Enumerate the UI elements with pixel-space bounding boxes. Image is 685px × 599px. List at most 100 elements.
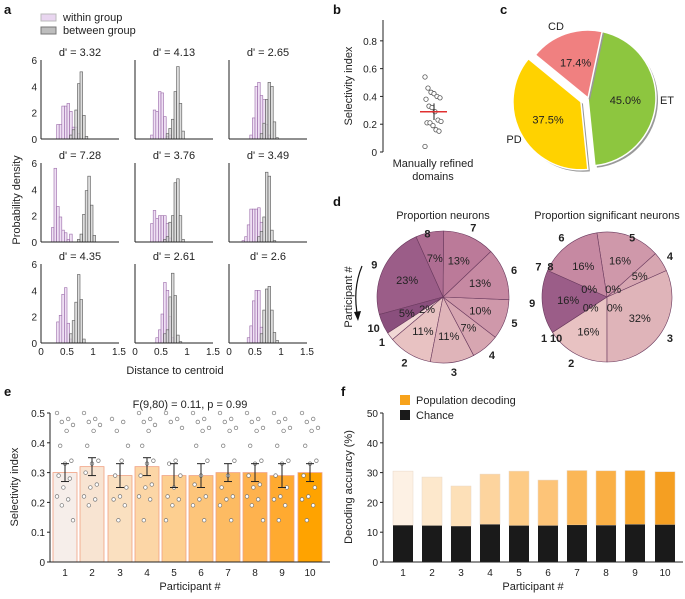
data-point [64,428,69,434]
histogram-bar-between [74,109,78,140]
x-axis-label: Participant # [159,581,221,593]
panel-letter-d: d [333,194,341,209]
data-point [194,443,199,448]
stats-annotation: F(9,80) = 0.11, p = 0.99 [133,399,248,411]
pie-slice-participant-6 [547,232,608,298]
y-tick-label: 0.2 [363,120,377,131]
y-axis-label: Selectivity index [343,46,355,125]
pie-slice-percent: 5% [632,271,648,283]
pie-slice-participant-9 [376,236,444,315]
histogram-bar-within [155,337,159,344]
data-point [286,458,291,463]
x-tick-label: 1 [90,347,96,358]
histogram-bar-between [163,333,167,344]
x-tick-label: 10 [304,568,316,579]
bar-population-decoding [450,485,472,527]
data-point [200,428,205,434]
pie-slice-percent: 0% [605,284,621,296]
x-tick-label: 6 [198,568,204,579]
x-tick-label: 4 [144,568,150,579]
x-tick-label: 9 [279,568,285,579]
data-point [304,419,309,425]
data-point [304,518,309,523]
data-point [119,458,124,463]
pie-slice-percent: 23% [396,275,418,287]
bar-population-decoding [654,471,676,525]
data-point [205,458,210,463]
histogram-bar-within [69,233,73,243]
data-point [256,497,261,502]
pie-participant-label: 1 [541,333,547,345]
histogram-bar-within [252,208,256,243]
y-tick-label: 0 [39,558,45,569]
data-point [94,482,99,487]
x-tick-label: 8 [603,568,609,579]
participant-order-arrow-icon [355,265,363,319]
data-point [311,416,316,422]
bar-participant-10 [297,472,323,563]
pie-slice-percent: 0% [581,284,597,296]
histogram-bar-within [257,290,261,344]
histogram-bar-within [58,315,63,344]
histogram-bar-between [178,215,183,243]
pie-participant-label: 2 [568,358,574,370]
histogram-bar-between [270,229,274,243]
pie-slice-percent: 0% [583,303,599,315]
pie-slice-percent: 5% [399,308,415,320]
x-tick-label: 2 [89,568,95,579]
x-tick-label: 3 [117,568,123,579]
data-point [301,473,306,478]
data-point [81,410,87,416]
data-point [312,485,317,490]
data-point [283,416,288,422]
y-axis-label: Selectivity index [9,447,21,526]
data-point [83,470,88,475]
y-axis-label: Decoding accuracy (%) [343,430,355,544]
histogram-bar-within [158,215,162,243]
histogram-bar-between [178,103,183,140]
histogram-bar-between [262,216,266,243]
x-tick-label: 0 [38,347,44,358]
histogram-bar-within [64,232,68,243]
bar-participant-6 [188,475,214,563]
histogram-bar-within [58,124,63,140]
data-point [59,503,64,508]
histogram-bar-between [77,274,81,344]
pie-participant-label: 10 [368,323,380,335]
data-point [173,458,178,463]
histogram-bar-between [265,171,269,243]
histogram-bar-between [168,221,172,243]
pie-participant-label: 7 [535,261,541,273]
histogram-bar-within [64,105,68,140]
x-tick-label: 4 [487,568,493,579]
data-point [122,503,127,508]
histogram-bar-between [90,204,94,243]
y-tick-label: 0.6 [363,65,377,76]
bar-population-decoding [566,470,588,526]
panel-letter-c: c [500,2,507,17]
data-point [260,425,266,431]
pie-slice-percent: 7% [461,322,477,334]
x-tick-label: 6 [545,568,551,579]
y-tick-label: 40 [367,439,379,450]
pie-title: Proportion neurons [396,210,490,222]
data-point [146,428,151,434]
histogram-bar-between [77,83,81,140]
data-point [170,503,175,508]
data-point [423,96,429,102]
data-point [56,473,61,478]
data-point [257,482,262,487]
legend-swatch-within [40,13,57,22]
pie-slice-participant-9 [541,270,608,333]
histogram-bar-within [160,313,164,344]
data-point [165,494,170,499]
data-point [178,473,183,478]
histogram-bar-between [259,231,264,243]
histogram-bar-between [171,118,175,140]
histogram-bar-between [267,286,271,344]
data-point [244,410,250,416]
y-tick-label: 6 [31,56,37,67]
data-point [121,419,126,425]
data-point [221,443,226,448]
y-tick-label: 0 [31,238,37,249]
